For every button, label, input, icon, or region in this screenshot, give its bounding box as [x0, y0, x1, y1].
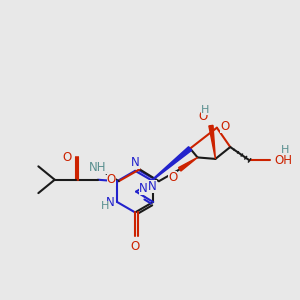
Text: O: O [220, 120, 230, 133]
Polygon shape [178, 158, 198, 171]
Text: N: N [148, 180, 157, 193]
Text: N: N [105, 196, 114, 208]
Text: H: H [201, 105, 209, 115]
Text: NH: NH [89, 161, 106, 174]
Text: O: O [130, 240, 140, 253]
Polygon shape [209, 125, 215, 159]
Text: O: O [63, 151, 72, 164]
Polygon shape [145, 147, 192, 186]
Text: O: O [199, 110, 208, 123]
Text: H: H [281, 145, 290, 155]
Text: O: O [168, 171, 177, 184]
Text: OH: OH [275, 154, 293, 167]
Text: O: O [106, 173, 116, 186]
Text: N: N [139, 182, 148, 195]
Text: N: N [131, 156, 140, 169]
Text: H: H [101, 201, 110, 211]
